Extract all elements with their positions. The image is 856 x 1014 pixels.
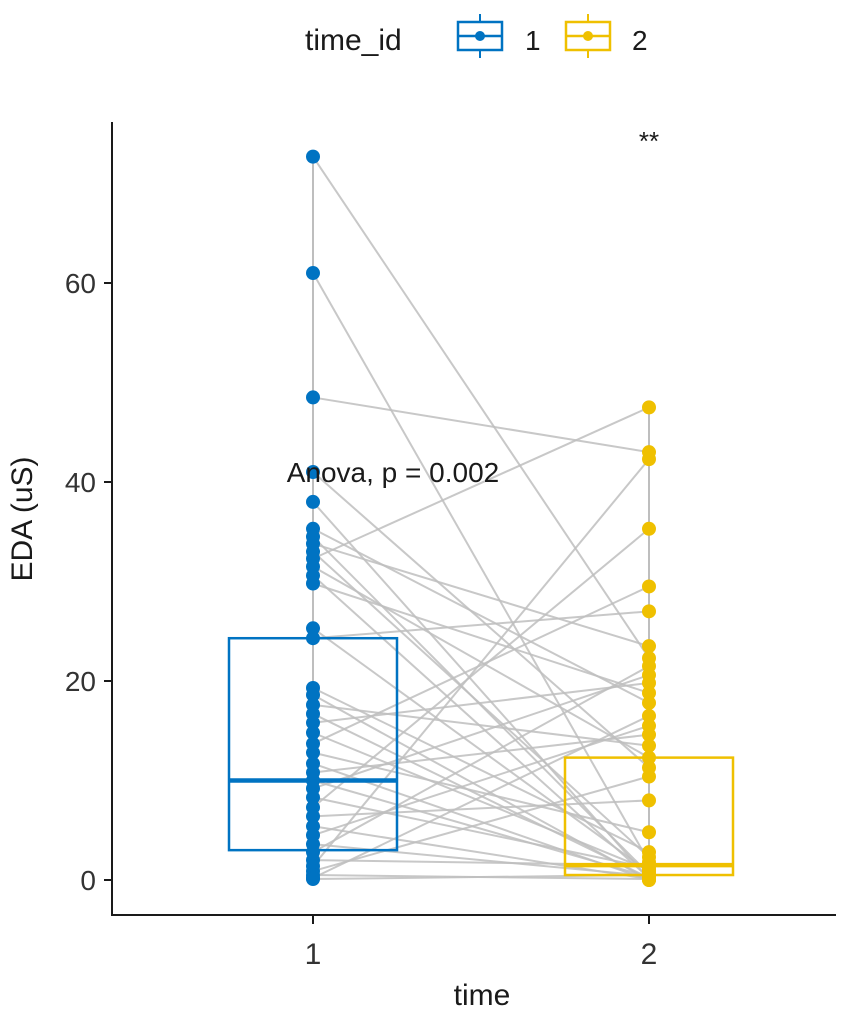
data-point bbox=[306, 715, 320, 730]
data-point bbox=[306, 576, 320, 591]
data-point bbox=[642, 769, 656, 784]
legend: time_id 1 2 bbox=[305, 14, 648, 58]
data-point bbox=[642, 793, 656, 808]
legend-key-1 bbox=[456, 14, 504, 58]
plot-area bbox=[227, 149, 735, 887]
data-point bbox=[642, 727, 656, 742]
paired-connector-lines bbox=[312, 156, 650, 881]
data-point bbox=[306, 687, 320, 702]
data-point bbox=[306, 390, 320, 405]
significance-stars: ** bbox=[639, 126, 659, 156]
data-point bbox=[642, 521, 656, 536]
data-point bbox=[642, 400, 656, 415]
data-point bbox=[642, 579, 656, 594]
data-point bbox=[306, 790, 320, 805]
y-axis-ticks: 0 20 40 60 bbox=[65, 268, 112, 896]
annotations: Anova, p = 0.002 ** bbox=[287, 126, 659, 488]
data-point bbox=[306, 621, 320, 636]
legend-label-1: 1 bbox=[525, 25, 541, 56]
data-point bbox=[306, 149, 320, 164]
data-point bbox=[642, 825, 656, 840]
data-point bbox=[642, 708, 656, 723]
y-axis-label: EDA (uS) bbox=[6, 456, 39, 581]
y-tick-label: 40 bbox=[65, 467, 96, 498]
data-point bbox=[642, 675, 656, 690]
data-point bbox=[306, 872, 320, 887]
data-point bbox=[306, 745, 320, 760]
data-point bbox=[306, 266, 320, 281]
legend-label-2: 2 bbox=[632, 25, 648, 56]
data-point bbox=[642, 750, 656, 765]
data-point bbox=[642, 604, 656, 619]
x-tick-label: 1 bbox=[305, 938, 322, 971]
data-point bbox=[306, 465, 320, 480]
data-point bbox=[306, 725, 320, 740]
data-point bbox=[642, 738, 656, 753]
data-point bbox=[642, 452, 656, 467]
data-point bbox=[642, 695, 656, 710]
data-point bbox=[642, 639, 656, 654]
data-point bbox=[306, 631, 320, 646]
y-tick-label: 20 bbox=[65, 666, 96, 697]
y-tick-label: 60 bbox=[65, 268, 96, 299]
data-points bbox=[306, 149, 656, 887]
x-tick-label: 2 bbox=[641, 938, 658, 971]
legend-title: time_id bbox=[305, 24, 402, 57]
legend-key-2 bbox=[564, 14, 612, 58]
data-point bbox=[642, 685, 656, 700]
data-point bbox=[306, 809, 320, 824]
x-axis-label: time bbox=[454, 979, 511, 1012]
data-point bbox=[642, 873, 656, 887]
data-point bbox=[306, 494, 320, 509]
y-tick-label: 0 bbox=[80, 865, 96, 896]
boxplots bbox=[227, 636, 735, 877]
anova-p-value-label: Anova, p = 0.002 bbox=[287, 457, 500, 488]
